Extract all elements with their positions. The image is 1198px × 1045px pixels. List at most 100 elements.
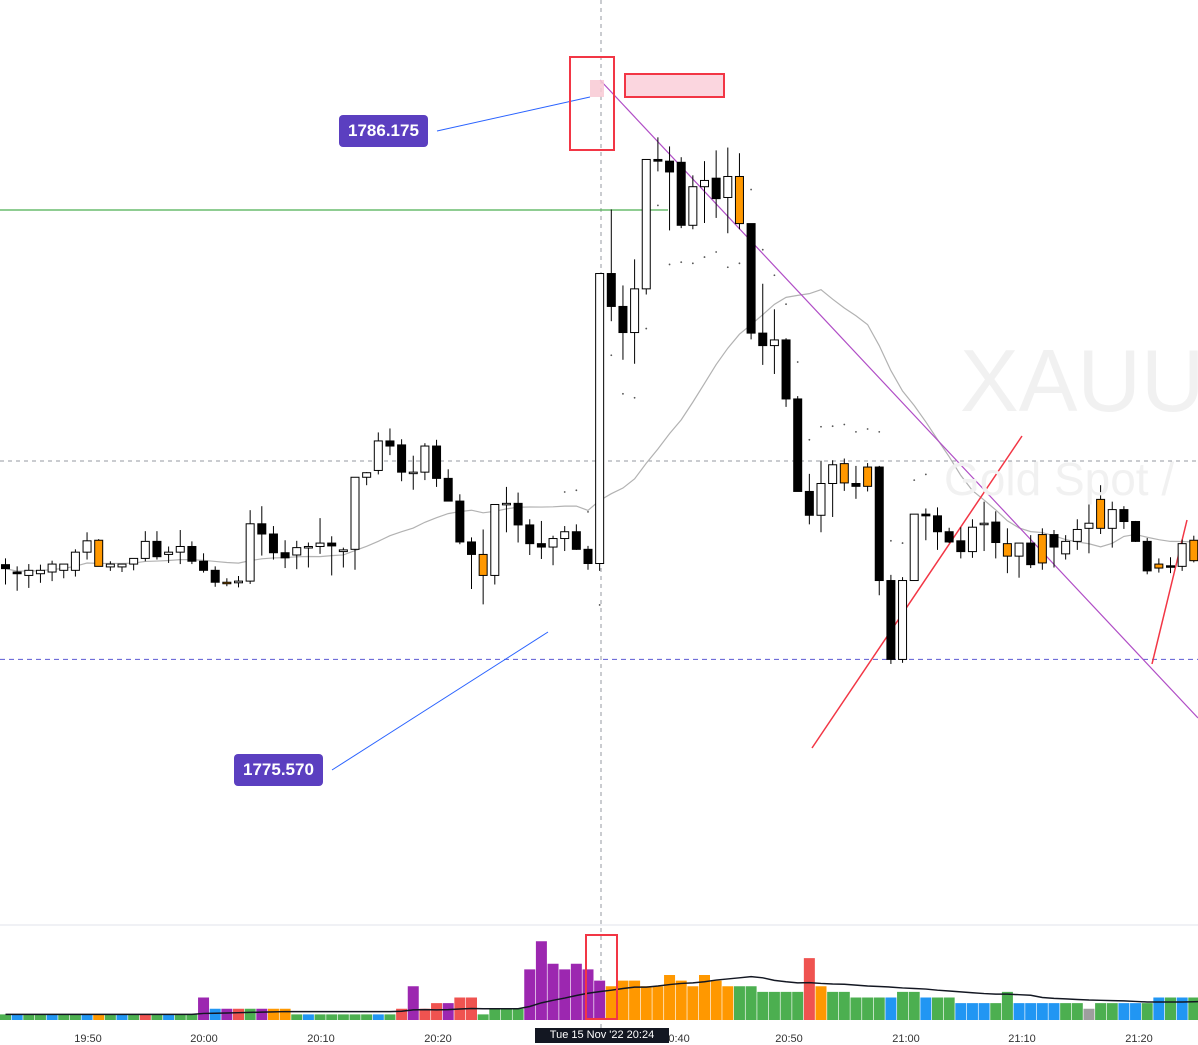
candle [36,565,44,583]
candle-body [71,552,79,570]
candle-body [304,546,312,548]
volume-bar [839,992,850,1020]
candle-body [1120,510,1128,522]
volume-bar [1165,998,1176,1021]
candle [374,432,382,474]
candle-body [724,176,732,197]
sar-dot [843,424,845,426]
candle [363,472,371,485]
candle-body [770,340,778,346]
candle [840,459,848,491]
annotations [570,57,724,150]
candle [456,494,464,544]
volume-bar [408,986,419,1020]
volume-bar [443,1003,454,1020]
volume-bar [280,1009,291,1020]
volume-bar [326,1014,337,1020]
candle-body [945,532,953,542]
candle-body [1178,544,1186,567]
volume-bar [373,1014,384,1020]
volume-bar [1060,1003,1071,1020]
candle-body [479,554,487,575]
candle-body [491,504,499,575]
volume-bar [897,992,908,1020]
candle-body [95,540,103,566]
price-label-low[interactable]: 1775.570 [234,754,323,786]
sar-dot [762,249,764,251]
volume-bar [979,1003,990,1020]
volume-bar [175,1014,186,1020]
candle-body [934,516,942,532]
sar-dot [680,261,682,263]
volume-bar [594,981,605,1020]
candle-body [351,477,359,549]
candle [666,146,674,230]
volume-bar [664,975,675,1020]
candle-body [421,446,429,472]
sar-dot [785,303,787,305]
candle-body [316,543,324,546]
candle-body [526,525,534,544]
volume-bar [268,1009,279,1020]
volume-bar [1025,1003,1036,1020]
candle [2,558,10,584]
candle-body [572,532,580,550]
candle-body [258,524,266,534]
volume-bar [489,1009,500,1020]
candle-body [13,572,21,574]
candle-body [654,159,662,161]
candle [1178,540,1186,571]
volume-bar [1153,998,1164,1021]
candle [200,553,208,572]
candle-body [36,570,44,573]
volume-bar [47,1014,58,1020]
candle-body [1027,543,1035,565]
time-label: 21:10 [1008,1033,1036,1045]
volume-bar [12,1014,23,1020]
candle-body [817,483,825,515]
candle-body [1050,535,1058,547]
candle [992,511,1000,558]
sar-dot [890,540,892,542]
marker-box-high [570,57,614,150]
volume-bar [1188,998,1198,1021]
candle [468,537,476,589]
volume-bar [1083,1009,1094,1020]
volume-bar [734,986,745,1020]
candle [526,519,534,555]
sar-dot [855,431,857,433]
price-label-high[interactable]: 1786.175 [339,115,428,147]
volume-bar [93,1014,104,1020]
candle-body [549,539,557,548]
candle-body [1190,540,1198,560]
candle-body [1132,522,1140,542]
candle-body [840,464,848,483]
candle [864,463,872,491]
volume-bar [862,998,873,1021]
candle [386,428,394,455]
volume-bar [816,986,827,1020]
candle-body [1143,541,1151,571]
volume-bar [1049,1003,1060,1020]
candle-body [83,541,91,552]
volume-bar [35,1014,46,1020]
volume-bar [1014,1003,1025,1020]
volume-bar [804,958,815,1020]
volume-bar [140,1014,151,1020]
sar-dot [599,604,601,606]
candle [479,529,487,604]
candle-body [398,445,406,472]
candle-body [759,333,767,345]
volume-bar [245,1009,256,1020]
volume-bar [617,981,628,1020]
sar-dot [739,262,741,264]
volume-bar [1107,1003,1118,1020]
candle-body [642,159,650,288]
candle-body [735,176,743,223]
candle [48,561,56,581]
candle [1132,521,1140,542]
candle-body [444,478,452,501]
low-label-connector [332,632,548,770]
time-label: 20:20 [424,1033,452,1045]
